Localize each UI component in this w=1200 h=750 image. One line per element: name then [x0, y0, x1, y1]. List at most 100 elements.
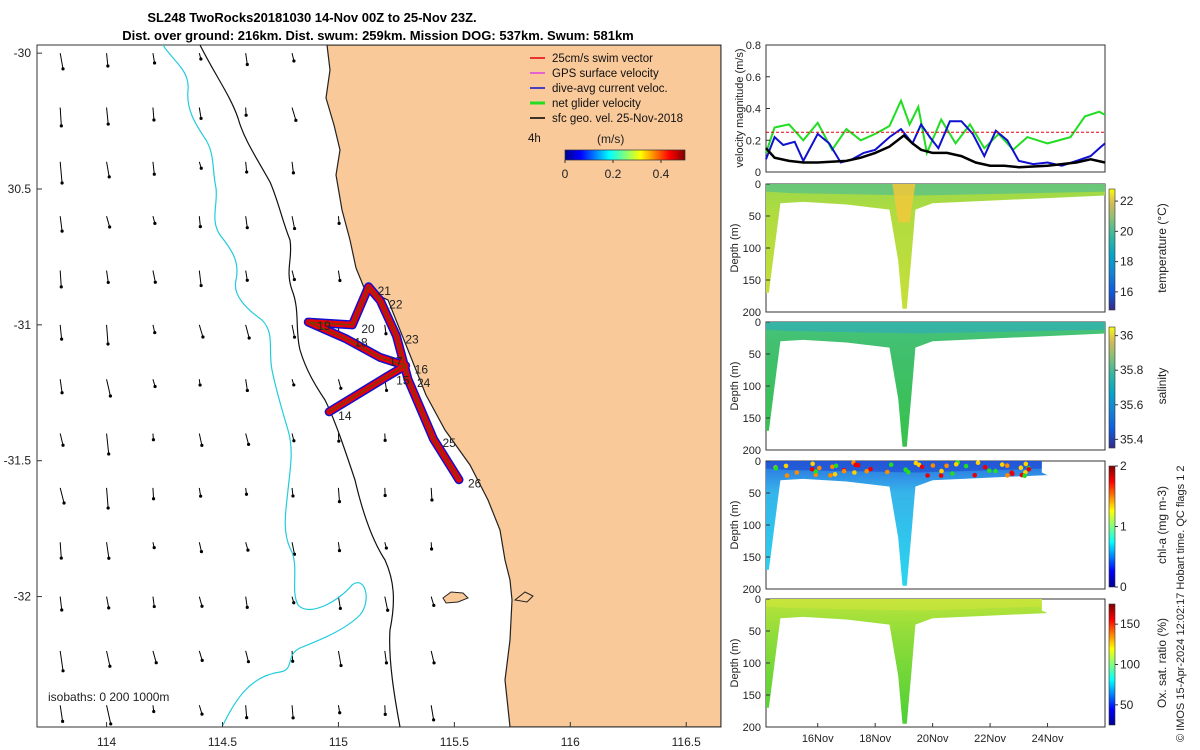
map-ytick-label: -31	[14, 318, 32, 332]
depth-tick-label: 0	[755, 317, 761, 329]
section-data-field	[766, 322, 1105, 447]
colorbar-tick-label: 18	[1120, 255, 1134, 269]
time-tick-label: 22Nov	[974, 733, 1006, 745]
current-arrow	[106, 433, 111, 456]
current-arrow	[383, 433, 387, 442]
warm-core	[892, 184, 916, 223]
chl-sample-dot	[853, 462, 858, 468]
title-line-2: Dist. over ground: 216km. Dist. swum: 25…	[122, 28, 634, 43]
depth-tick-label: 100	[743, 520, 761, 532]
current-arrow	[106, 324, 110, 346]
track-day-label: 17	[389, 354, 403, 368]
current-arrow	[59, 216, 64, 233]
legend-label: sfc geo. vel. 25-Nov-2018	[552, 113, 683, 125]
colorbar-tick-label: 36	[1120, 329, 1134, 343]
current-arrow	[59, 596, 64, 612]
current-arrow	[198, 324, 205, 339]
current-arrow	[337, 216, 341, 225]
map-colorbar	[564, 149, 686, 161]
colorbar-tick-label: 16	[1120, 285, 1134, 299]
map-ytick-label: -31.5	[4, 454, 32, 468]
chl-sample-dot	[975, 460, 981, 466]
colorbar-tick-label: 20	[1120, 224, 1134, 238]
current-arrow	[384, 596, 390, 612]
current-arrow	[198, 107, 203, 121]
chl-sample-dot	[783, 463, 789, 469]
section-colorbar	[1108, 326, 1116, 449]
current-arrow	[429, 542, 434, 551]
map-legend: 25cm/s swim vector GPS surface velocity di…	[530, 53, 683, 125]
current-arrow	[198, 161, 203, 170]
map-xtick-label: 114	[97, 735, 116, 749]
current-arrow	[59, 324, 64, 341]
depth-tick-label: 200	[743, 584, 761, 596]
current-arrow	[291, 270, 296, 282]
chl-sample-dot	[939, 468, 944, 474]
chla-section: 0 50 100 150 200 Depth (m) 0 1 2 chl-a (mg m-3)	[729, 456, 1169, 596]
velocity-series-line	[765, 120, 1106, 167]
current-arrow	[245, 379, 249, 393]
colorbar-corner-label: 4h	[528, 133, 541, 145]
legend-label: dive-avg current veloc.	[552, 83, 668, 95]
current-arrow	[152, 650, 158, 665]
current-arrow	[106, 216, 112, 229]
depth-tick-label: 50	[749, 626, 761, 638]
colorbar-units: (m/s)	[597, 132, 624, 146]
track-day-label: 24	[417, 376, 431, 390]
current-arrow	[291, 216, 297, 231]
depth-axis-label: Depth (m)	[729, 639, 741, 688]
depth-tick-label: 200	[743, 445, 761, 457]
current-arrow	[106, 596, 111, 610]
chl-sample-dot	[833, 463, 839, 469]
land	[325, 45, 721, 727]
current-arrow	[198, 379, 202, 387]
current-arrow	[59, 161, 64, 185]
current-arrow	[152, 107, 156, 122]
title-line-1: SL248 TwoRocks20181030 14-Nov 00Z to 25-…	[147, 10, 476, 25]
chl-sample-dot	[1022, 473, 1027, 479]
current-arrow	[337, 542, 342, 553]
velocity-ylabel: velocity magnitude (m/s)	[734, 48, 746, 167]
temperature-section: 0 50 100 150 200 Depth (m) 16 18 20 22 temperature…	[729, 179, 1169, 319]
chl-sample-dot	[913, 460, 919, 466]
velocity-ytick-label: 0.4	[746, 104, 761, 116]
current-arrow	[245, 270, 249, 282]
current-arrow	[245, 53, 249, 67]
colorbar-tick-label: 35.4	[1120, 432, 1144, 446]
chl-sample-dot	[999, 462, 1005, 467]
colorbar-tick-label: 22	[1120, 194, 1134, 208]
current-arrow	[245, 161, 249, 174]
colorbar-tick-label: 0	[1120, 580, 1127, 594]
current-arrow	[198, 487, 203, 498]
current-vector-field	[59, 53, 436, 726]
track-day-label: 14	[338, 409, 352, 423]
track-line	[307, 286, 460, 481]
depth-tick-label: 150	[743, 275, 761, 287]
current-arrow	[59, 270, 63, 289]
track-day-label: 22	[389, 297, 403, 311]
velocity-panel: 0 0.2 0.4 0.6 0.8 velocity magnitude (m/s)	[734, 40, 1106, 179]
map-xtick-label: 115	[329, 735, 348, 749]
current-arrow	[337, 487, 342, 504]
depth-tick-label: 50	[749, 211, 761, 223]
velocity-series-line	[765, 97, 1106, 157]
current-arrow	[106, 650, 112, 668]
velocity-ytick-label: 0.8	[746, 40, 761, 52]
legend-entry: sfc geo. vel. 25-Nov-2018	[530, 113, 683, 125]
track-day-label: 18	[354, 335, 368, 349]
depth-tick-label: 150	[743, 413, 761, 425]
map-xtick-label: 116.5	[672, 735, 701, 749]
isobaths-label: isobaths: 0 200 1000m	[48, 690, 169, 704]
time-tick-label: 20Nov	[917, 733, 949, 745]
current-arrow	[106, 487, 110, 510]
depth-tick-label: 150	[743, 552, 761, 564]
current-arrow	[291, 433, 296, 443]
current-arrow	[106, 270, 110, 285]
velocity-ytick-label: 0.2	[746, 135, 761, 147]
current-arrow	[198, 596, 204, 608]
colorbar-title: temperature (°C)	[1155, 203, 1169, 293]
current-arrow	[152, 596, 156, 609]
current-arrow	[384, 650, 389, 665]
current-arrow	[291, 107, 298, 122]
current-arrow	[244, 487, 249, 496]
